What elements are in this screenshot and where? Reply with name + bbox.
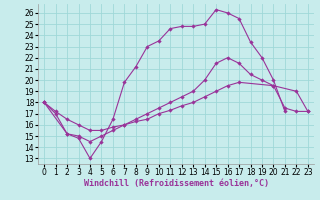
- X-axis label: Windchill (Refroidissement éolien,°C): Windchill (Refroidissement éolien,°C): [84, 179, 268, 188]
